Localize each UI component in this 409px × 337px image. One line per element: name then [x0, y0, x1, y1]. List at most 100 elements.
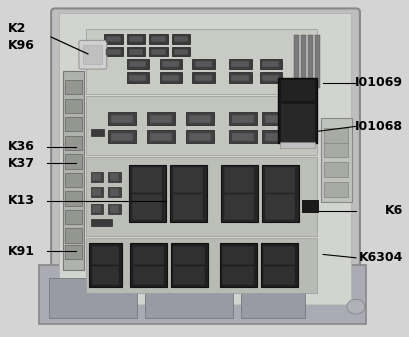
- Bar: [108, 187, 121, 197]
- Bar: [222, 246, 254, 265]
- Bar: [262, 75, 279, 81]
- Bar: [262, 112, 290, 125]
- Bar: [280, 103, 315, 142]
- Bar: [174, 36, 188, 42]
- Bar: [91, 187, 103, 197]
- Bar: [189, 133, 211, 141]
- Bar: [195, 75, 212, 81]
- Bar: [65, 173, 82, 187]
- Bar: [65, 210, 82, 224]
- Bar: [108, 130, 136, 143]
- Bar: [110, 173, 119, 181]
- Bar: [147, 112, 175, 125]
- Bar: [173, 167, 203, 193]
- Bar: [220, 243, 257, 287]
- Bar: [278, 78, 317, 143]
- Bar: [324, 128, 348, 143]
- Bar: [160, 59, 182, 69]
- Bar: [110, 188, 119, 196]
- Bar: [132, 194, 162, 220]
- Bar: [231, 61, 249, 67]
- Text: I01068: I01068: [355, 120, 403, 133]
- Bar: [127, 34, 145, 44]
- Text: K6: K6: [384, 204, 403, 217]
- Bar: [108, 204, 121, 214]
- Bar: [170, 165, 207, 222]
- Bar: [173, 266, 205, 285]
- Bar: [86, 29, 317, 94]
- Text: K13: K13: [8, 194, 35, 207]
- Bar: [151, 49, 166, 55]
- Bar: [171, 243, 208, 287]
- Circle shape: [347, 299, 365, 314]
- Bar: [261, 243, 298, 287]
- Bar: [265, 133, 287, 141]
- Bar: [149, 47, 168, 56]
- Bar: [65, 154, 82, 168]
- Bar: [91, 219, 112, 226]
- Bar: [145, 278, 233, 318]
- Bar: [172, 34, 190, 44]
- Bar: [63, 71, 84, 270]
- Bar: [229, 130, 257, 143]
- Bar: [173, 246, 205, 265]
- Bar: [86, 238, 317, 293]
- Bar: [129, 49, 143, 55]
- Bar: [65, 117, 82, 131]
- Bar: [186, 130, 214, 143]
- Bar: [294, 35, 299, 88]
- Bar: [65, 80, 82, 94]
- Bar: [91, 204, 103, 214]
- Bar: [92, 188, 101, 196]
- Bar: [65, 136, 82, 150]
- Bar: [130, 243, 167, 287]
- Bar: [265, 115, 287, 123]
- Bar: [104, 47, 123, 56]
- Bar: [192, 72, 215, 83]
- Bar: [265, 167, 295, 193]
- Text: K96: K96: [8, 39, 35, 52]
- Text: K2: K2: [8, 22, 27, 35]
- Bar: [221, 165, 258, 222]
- Bar: [92, 246, 119, 265]
- Bar: [162, 75, 179, 81]
- Bar: [86, 96, 317, 155]
- Bar: [132, 167, 162, 193]
- Bar: [106, 36, 121, 42]
- Bar: [229, 112, 257, 125]
- Text: K91: K91: [8, 245, 35, 257]
- Bar: [324, 162, 348, 177]
- Bar: [229, 72, 252, 83]
- Bar: [133, 266, 164, 285]
- Bar: [195, 61, 212, 67]
- Bar: [150, 115, 172, 123]
- Bar: [280, 79, 315, 101]
- Bar: [260, 59, 282, 69]
- Bar: [229, 59, 252, 69]
- Bar: [232, 133, 254, 141]
- FancyBboxPatch shape: [59, 13, 352, 305]
- Text: K37: K37: [8, 157, 35, 170]
- Bar: [129, 36, 143, 42]
- Bar: [324, 182, 348, 197]
- Bar: [49, 278, 137, 318]
- Bar: [91, 129, 104, 136]
- Bar: [89, 243, 122, 287]
- Bar: [91, 172, 103, 182]
- Bar: [111, 133, 133, 141]
- Bar: [162, 61, 179, 67]
- Bar: [127, 47, 145, 56]
- Bar: [127, 72, 149, 83]
- Bar: [129, 165, 166, 222]
- Bar: [186, 112, 214, 125]
- Bar: [301, 35, 306, 88]
- Bar: [92, 205, 101, 213]
- Bar: [65, 228, 82, 243]
- Bar: [324, 142, 348, 157]
- Bar: [39, 265, 366, 324]
- Bar: [129, 61, 146, 67]
- Bar: [147, 130, 175, 143]
- Bar: [262, 165, 299, 222]
- Bar: [232, 115, 254, 123]
- Bar: [65, 191, 82, 206]
